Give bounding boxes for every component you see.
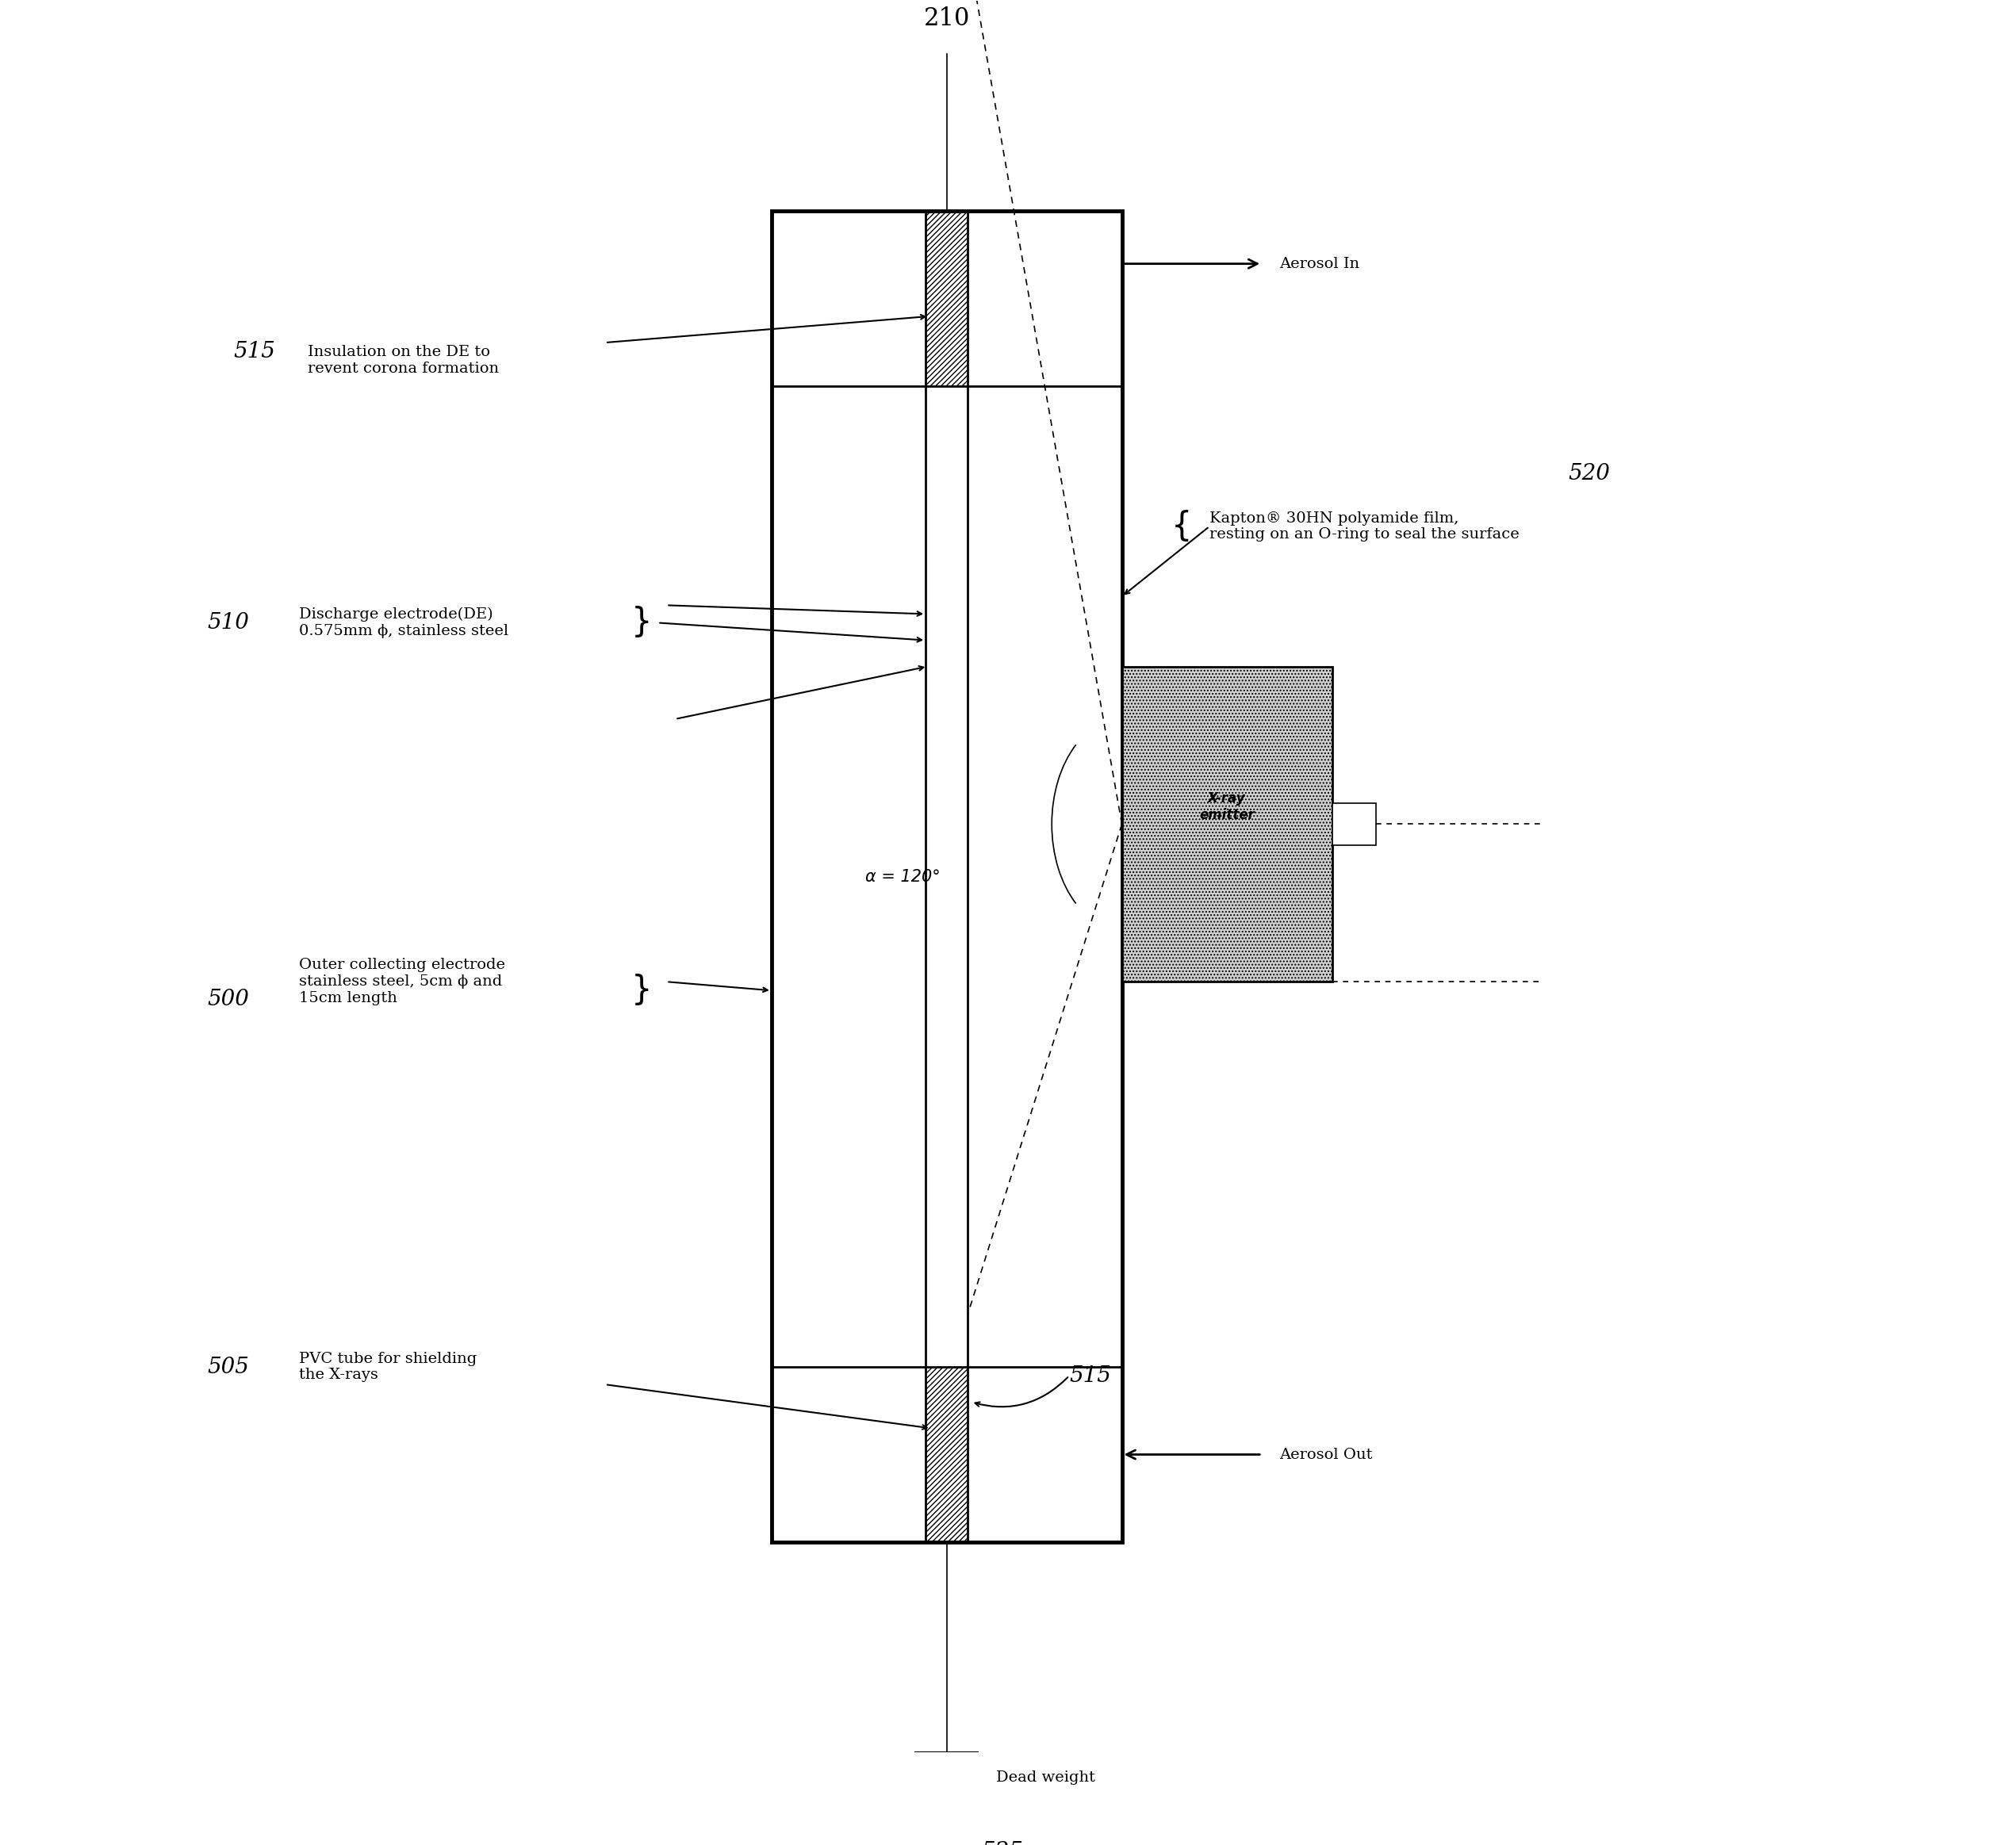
Text: }: } xyxy=(631,607,653,640)
Text: Discharge electrode(DE)
0.575mm ϕ, stainless steel: Discharge electrode(DE) 0.575mm ϕ, stain… xyxy=(298,607,508,638)
Text: Outer collecting electrode
stainless steel, 5cm ϕ and
15cm length: Outer collecting electrode stainless ste… xyxy=(298,958,504,1006)
Bar xyxy=(915,1753,978,1799)
Text: Aerosol Out: Aerosol Out xyxy=(1280,1446,1373,1461)
Bar xyxy=(772,210,1121,1542)
Bar xyxy=(1333,803,1375,845)
Text: PVC tube for shielding
the X-rays: PVC tube for shielding the X-rays xyxy=(298,1352,476,1382)
Text: }: } xyxy=(631,974,653,1007)
Text: 510: 510 xyxy=(208,613,250,633)
Text: 505: 505 xyxy=(208,1356,250,1378)
Text: α = 120°: α = 120° xyxy=(865,869,941,884)
Text: Insulation on the DE to
revent corona formation: Insulation on the DE to revent corona fo… xyxy=(306,345,498,376)
Text: 520: 520 xyxy=(1568,463,1611,485)
Text: Dead weight: Dead weight xyxy=(996,1771,1095,1784)
Bar xyxy=(925,210,968,386)
Text: 500: 500 xyxy=(208,989,250,1009)
Text: {: { xyxy=(1171,509,1191,542)
Text: Aerosol In: Aerosol In xyxy=(1280,256,1359,271)
Text: 515: 515 xyxy=(1068,1365,1111,1386)
Bar xyxy=(1121,666,1333,982)
Text: X-ray
emitter: X-ray emitter xyxy=(1200,792,1254,823)
Text: Kapton® 30HN polyamide film,
resting on an O-ring to seal the surface: Kapton® 30HN polyamide film, resting on … xyxy=(1210,511,1520,542)
Bar xyxy=(925,1367,968,1542)
Text: 525: 525 xyxy=(982,1841,1024,1845)
Text: 515: 515 xyxy=(234,341,276,362)
Text: 210: 210 xyxy=(923,6,970,31)
